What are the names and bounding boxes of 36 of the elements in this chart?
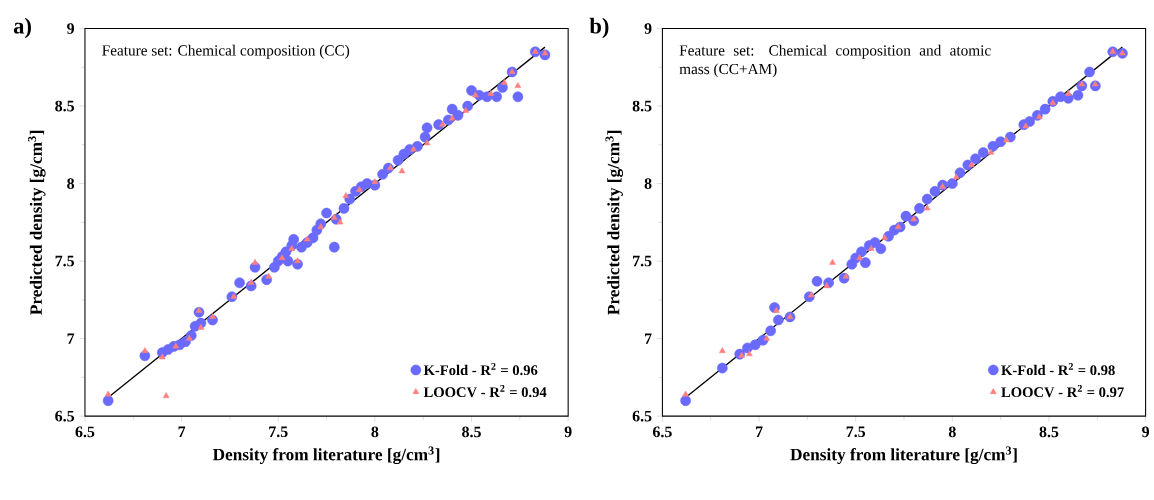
y-tick-label: 9 (67, 23, 75, 34)
text: b) (589, 17, 609, 39)
x-tick-label: 6.5 (653, 426, 672, 438)
x-tick-label: 6.5 (75, 426, 95, 438)
legend-label: LOOCV - R$^{2}$ = 0.94 (423, 385, 547, 398)
y-axis-title: Predicted density [g/cm$^{3}$] (605, 130, 624, 315)
annotation: Feature set: Chemical composition and atomic mass (CC+AM) (679, 44, 991, 78)
y-tick-label: 8 (644, 178, 652, 190)
y-tick-label: 7 (645, 333, 652, 344)
legend-label: K-Fold - R$^{2}$ = 0.96 (423, 363, 538, 376)
x-tick-label: 8.5 (462, 426, 481, 438)
y-axis-title: Predicted density [g/cm$^{3}$] (27, 130, 46, 315)
legend-label: K-Fold - R$^{2}$ = 0.98 (1001, 363, 1115, 376)
y-tick-label: 6.5 (632, 410, 652, 422)
y-tick-label: 9 (644, 23, 652, 34)
y-tick-label: 6.5 (55, 410, 75, 422)
x-tick-label: 8 (371, 426, 379, 438)
x-tick-label: 8.5 (1039, 426, 1059, 438)
y-tick-label: 7.5 (55, 255, 75, 267)
x-axis-title: Density from literature [g/cm$^{3}$] (212, 446, 440, 465)
x-tick-label: 9 (564, 426, 572, 438)
x-tick-label: 7 (178, 426, 186, 438)
y-tick-label: 7 (67, 333, 75, 344)
x-tick-label: 7 (755, 426, 763, 438)
legend-label: LOOCV - R$^{2}$ = 0.97 (1001, 385, 1124, 398)
y-tick-label: 8.5 (55, 100, 75, 112)
y-tick-label: 8 (67, 178, 75, 190)
y-tick-label: 8.5 (632, 100, 652, 112)
x-tick-label: 8 (948, 426, 956, 438)
annotation: Feature set: Chemical composition (CC) (102, 44, 350, 59)
x-axis-title: Density from literature [g/cm$^{3}$] (790, 446, 1017, 465)
x-tick-label: 7.5 (846, 426, 866, 438)
y-tick-label: 7.5 (633, 255, 652, 267)
x-tick-label: 9 (1142, 426, 1150, 438)
x-tick-label: 7.5 (269, 426, 288, 438)
text: a) (13, 17, 31, 39)
